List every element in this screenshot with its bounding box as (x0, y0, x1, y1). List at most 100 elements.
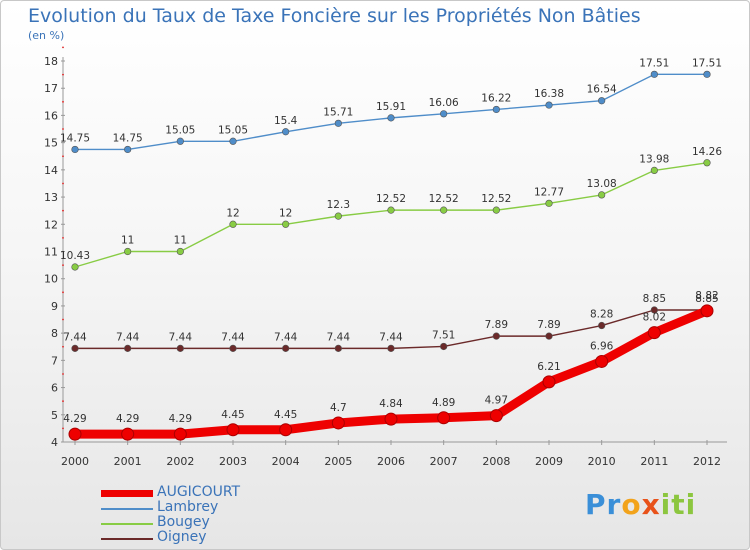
data-point-lambrey (334, 119, 342, 127)
logo-letter: r (606, 488, 622, 521)
data-point-oigney (545, 332, 553, 340)
x-tick-label: 2008 (482, 455, 510, 468)
y-minor-dot (62, 236, 64, 239)
y-minor-dot (62, 182, 64, 185)
x-tick-label: 2007 (430, 455, 458, 468)
data-point-augicourt (384, 412, 398, 426)
data-point-lambrey (545, 101, 553, 109)
x-tick-label: 2002 (166, 455, 194, 468)
logo-letter: P (585, 488, 607, 521)
data-point-lambrey (703, 70, 711, 78)
data-label-augicourt: 6.96 (590, 340, 614, 352)
y-tick-label: 14 (44, 164, 58, 177)
data-label-augicourt: 4.29 (63, 413, 86, 425)
data-label-oigney: 7.44 (379, 331, 403, 343)
x-tick-label: 2003 (219, 455, 247, 468)
y-minor-dot (62, 155, 64, 158)
data-label-lambrey: 16.06 (429, 97, 459, 109)
data-point-augicourt (279, 423, 293, 437)
legend-swatch (101, 508, 153, 510)
data-point-augicourt (595, 354, 609, 368)
data-label-oigney: 7.44 (63, 331, 87, 343)
data-label-bougey: 12.52 (429, 193, 459, 205)
data-label-lambrey: 17.51 (639, 57, 669, 69)
y-minor-dot (62, 264, 64, 267)
data-label-augicourt: 6.21 (537, 361, 560, 373)
data-point-bougey (703, 159, 711, 167)
x-tick-label: 2011 (640, 455, 668, 468)
y-tick-label: 18 (44, 55, 58, 68)
chart-subtitle: (en %) (28, 29, 65, 42)
data-point-lambrey (282, 128, 290, 136)
data-label-bougey: 12.52 (376, 193, 406, 205)
y-minor-dot (62, 46, 64, 49)
legend-swatch (101, 538, 153, 540)
y-tick-label: 10 (44, 273, 58, 286)
data-label-augicourt: 4.97 (485, 395, 508, 407)
data-label-bougey: 14.26 (692, 146, 722, 158)
data-point-lambrey (124, 145, 132, 154)
x-tick-label: 2012 (693, 455, 721, 468)
data-point-bougey (598, 191, 606, 199)
data-point-bougey (650, 166, 658, 175)
data-point-lambrey (229, 137, 237, 145)
y-minor-dot (62, 400, 64, 403)
data-point-oigney (387, 344, 395, 352)
logo-letter: i (660, 488, 672, 521)
data-label-lambrey: 15.71 (323, 106, 353, 118)
data-label-bougey: 12.77 (534, 186, 564, 198)
data-label-augicourt: 4.45 (221, 409, 244, 421)
y-tick-label: 7 (51, 354, 58, 367)
data-label-oigney: 7.44 (169, 331, 193, 343)
data-label-lambrey: 14.75 (60, 132, 90, 144)
y-minor-dot (62, 73, 64, 76)
data-label-lambrey: 15.05 (165, 124, 195, 136)
y-tick-label: 17 (44, 82, 58, 95)
data-label-oigney: 8.85 (695, 293, 718, 305)
data-label-lambrey: 15.4 (274, 115, 298, 127)
data-point-oigney (650, 306, 658, 314)
data-point-oigney (176, 344, 184, 352)
data-label-oigney: 7.89 (485, 319, 508, 331)
y-minor-dot (62, 345, 64, 348)
data-point-augicourt (173, 427, 187, 441)
data-label-lambrey: 15.05 (218, 124, 248, 136)
data-label-augicourt: 4.45 (274, 409, 297, 421)
data-point-augicourt (542, 375, 556, 389)
data-label-augicourt: 4.29 (169, 413, 192, 425)
x-tick-label: 2006 (377, 455, 405, 468)
data-point-augicourt (121, 427, 135, 441)
data-point-lambrey (492, 105, 500, 114)
x-tick-label: 2000 (61, 455, 89, 468)
data-label-augicourt: 8.02 (643, 312, 666, 324)
data-point-bougey (387, 206, 395, 214)
data-point-oigney (71, 344, 79, 352)
data-point-bougey (334, 212, 342, 220)
data-label-bougey: 13.98 (639, 153, 669, 165)
data-point-lambrey (387, 114, 395, 122)
y-tick-label: 16 (44, 109, 58, 122)
y-tick-label: 5 (51, 409, 58, 422)
data-point-lambrey (650, 70, 658, 78)
legend-label: AUGICOURT (157, 484, 241, 500)
legend-swatch (101, 523, 153, 525)
data-point-oigney (229, 344, 237, 352)
data-label-oigney: 7.44 (221, 331, 245, 343)
y-minor-dot (62, 427, 64, 430)
data-label-lambrey: 16.54 (587, 84, 617, 96)
y-minor-dot (62, 209, 64, 212)
data-point-lambrey (440, 110, 448, 118)
data-point-oigney (440, 342, 448, 351)
x-tick-label: 2005 (324, 455, 352, 468)
x-tick-label: 2004 (272, 455, 300, 468)
legend-label: Bougey (157, 514, 210, 530)
y-minor-dot (62, 100, 64, 103)
data-point-augicourt (68, 427, 82, 441)
data-point-bougey (440, 206, 448, 214)
data-label-lambrey: 15.91 (376, 101, 406, 113)
data-point-oigney (492, 332, 500, 340)
y-minor-dot (62, 291, 64, 294)
data-point-oigney (124, 344, 132, 352)
chart-title: Evolution du Taux de Taxe Foncière sur l… (28, 5, 641, 27)
